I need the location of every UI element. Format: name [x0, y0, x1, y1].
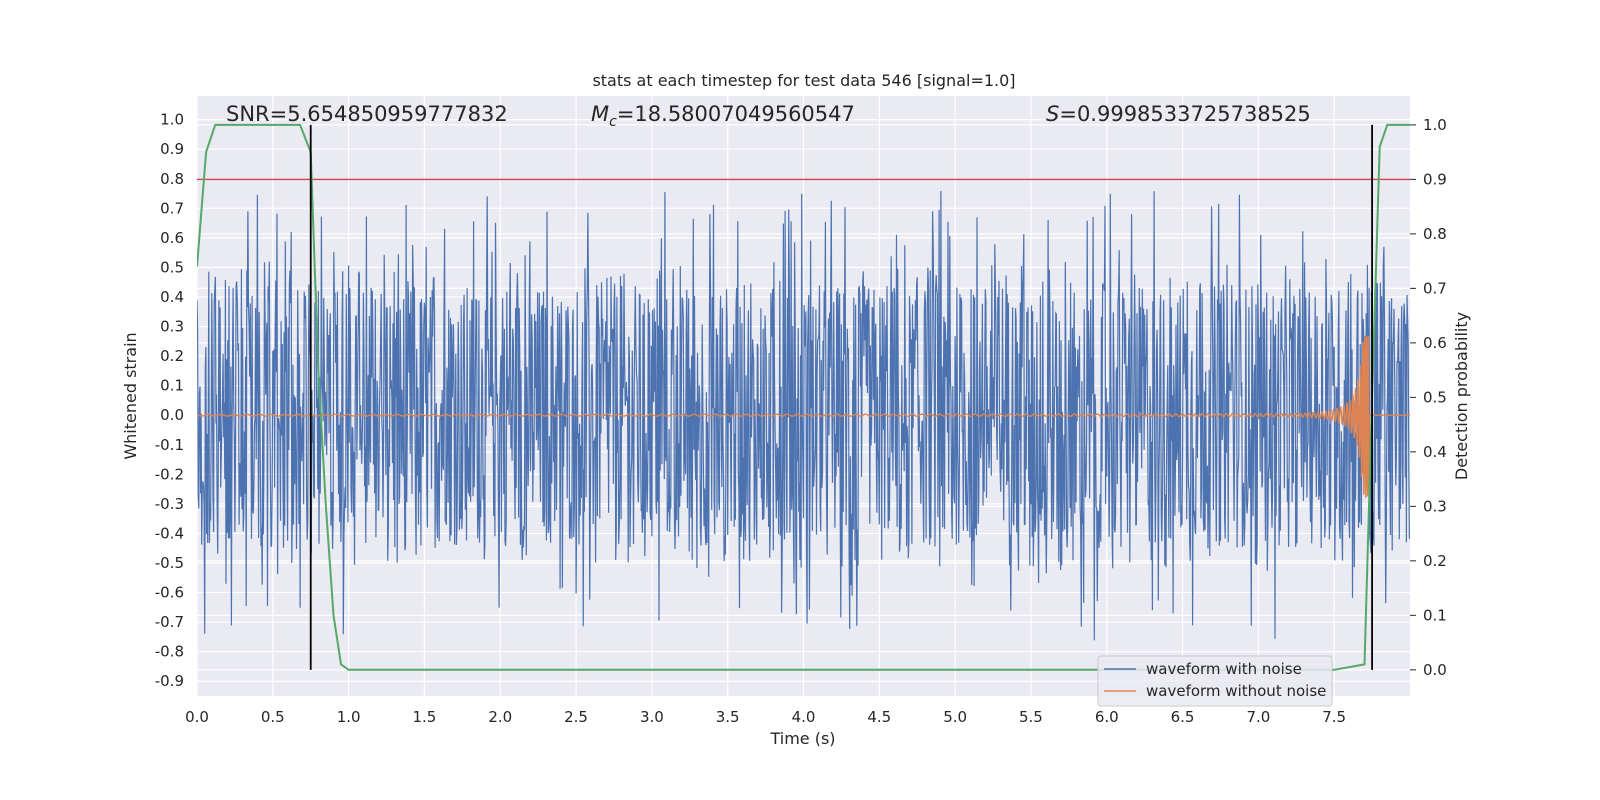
y-tick-label: -0.1 — [155, 436, 184, 454]
mc-value: =18.58007049560547 — [617, 102, 855, 126]
x-tick-label: 1.0 — [337, 708, 361, 726]
y-tick-label: 0.7 — [160, 199, 184, 217]
snr-annotation: SNR=5.654850959777832 — [226, 102, 508, 126]
series-waveform-without-noise — [197, 335, 1410, 498]
y-axis-right: 0.0 0.1 0.2 0.3 0.4 0.5 0.6 0.7 0.8 0.9 1.0 — [1410, 116, 1447, 679]
x-tick-label: 4.0 — [792, 708, 816, 726]
y-tick-label: 0.3 — [160, 318, 184, 336]
x-tick-label: 6.0 — [1095, 708, 1119, 726]
x-tick-label: 0.0 — [185, 708, 209, 726]
mc-subscript: c — [609, 114, 617, 130]
x-tick-label: 5.0 — [943, 708, 967, 726]
x-tick-label: 0.5 — [261, 708, 285, 726]
y-right-tick-label: 1.0 — [1423, 116, 1447, 134]
x-tick-label: 2.0 — [488, 708, 512, 726]
y-tick-label: -0.8 — [155, 643, 184, 661]
y-right-tick-label: 0.6 — [1423, 334, 1447, 352]
y-right-tick-label: 0.3 — [1423, 497, 1447, 515]
y-axis-label: Whitened strain — [121, 332, 140, 459]
y-tick-label: -0.5 — [155, 554, 184, 572]
x-tick-label: 1.5 — [413, 708, 437, 726]
y-axis-label-right: Detection probability — [1452, 312, 1471, 480]
y-tick-label: -0.3 — [155, 495, 184, 513]
y-tick-label: -0.7 — [155, 613, 184, 631]
y-tick-label: -0.2 — [155, 465, 184, 483]
legend-label-noise: waveform with noise — [1146, 660, 1302, 678]
x-tick-label: 3.5 — [716, 708, 740, 726]
series-detection-probability — [197, 123, 1410, 671]
y-tick-label: -0.6 — [155, 584, 184, 602]
s-annotation: S=0.9998533725738525 — [1046, 102, 1311, 126]
y-axis-left: -0.9 -0.8 -0.7 -0.6 -0.5 -0.4 -0.3 -0.2 -0.1 0.0 0… — [155, 111, 184, 691]
x-tick-label: 7.0 — [1246, 708, 1270, 726]
y-tick-label: -0.4 — [155, 524, 184, 542]
s-value: =0.9998533725738525 — [1059, 102, 1310, 126]
y-tick-label: -0.9 — [155, 672, 184, 690]
legend-box — [1097, 655, 1333, 707]
y-tick-label: 0.9 — [160, 140, 184, 158]
y-tick-label: 0.2 — [160, 347, 184, 365]
legend: waveform with noise waveform without noi… — [1097, 655, 1333, 707]
mc-symbol: M — [591, 102, 609, 126]
y-right-tick-label: 0.1 — [1423, 606, 1447, 624]
y-right-tick-label: 0.7 — [1423, 279, 1447, 297]
y-right-tick-label: 0.0 — [1423, 661, 1447, 679]
y-tick-label: 0.1 — [160, 377, 184, 395]
x-tick-label: 6.5 — [1171, 708, 1195, 726]
x-tick-label: 7.5 — [1322, 708, 1346, 726]
x-axis-label: Time (s) — [769, 729, 835, 748]
legend-label-clean: waveform without noise — [1146, 682, 1326, 700]
x-tick-label: 4.5 — [867, 708, 891, 726]
s-symbol: S — [1046, 102, 1059, 126]
x-axis: 0.0 0.5 1.0 1.5 2.0 2.5 3.0 3.5 4.0 4.5 5.0 5.5 6.0 6… — [185, 708, 1346, 726]
y-right-tick-label: 0.4 — [1423, 443, 1447, 461]
y-tick-label: 0.5 — [160, 258, 184, 276]
y-tick-label: 0.4 — [160, 288, 184, 306]
y-right-tick-label: 0.9 — [1423, 170, 1447, 188]
y-tick-label: 0.0 — [160, 406, 184, 424]
x-tick-label: 3.0 — [640, 708, 664, 726]
y-tick-label: 1.0 — [160, 111, 184, 129]
x-tick-label: 5.5 — [1019, 708, 1043, 726]
chart-title: stats at each timestep for test data 546… — [592, 71, 1015, 90]
y-right-tick-label: 0.2 — [1423, 552, 1447, 570]
y-right-tick-label: 0.5 — [1423, 388, 1447, 406]
y-right-tick-label: 0.8 — [1423, 225, 1447, 243]
y-tick-label: 0.8 — [160, 170, 184, 188]
y-tick-label: 0.6 — [160, 229, 184, 247]
x-tick-label: 2.5 — [564, 708, 588, 726]
series-waveform-with-noise — [197, 190, 1410, 641]
mc-annotation: Mc=18.58007049560547 — [591, 102, 855, 130]
